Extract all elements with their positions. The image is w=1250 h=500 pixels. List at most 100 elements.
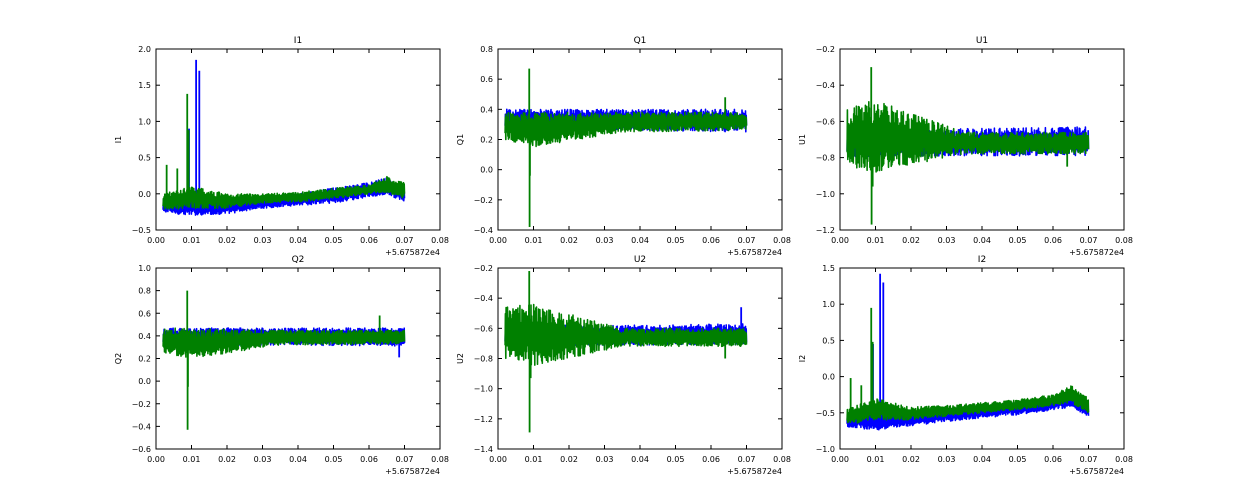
subplot-title: Q2	[292, 255, 305, 265]
y-tick-label: −0.4	[474, 226, 493, 235]
series-green-line	[504, 111, 748, 148]
x-tick-label: 0.07	[396, 236, 414, 245]
y-tick-label: 1.0	[822, 300, 835, 309]
y-tick-label: 0.2	[480, 136, 493, 145]
y-tick-label: −0.2	[132, 400, 151, 409]
x-tick-label: 0.00	[831, 236, 849, 245]
x-tick-label: 0.04	[289, 236, 307, 245]
x-tick-label: 0.02	[218, 455, 236, 464]
axes-frame	[155, 267, 441, 450]
subplot-title: I1	[294, 36, 302, 46]
subplot-i2: 0.00 0.01 0.02 0.03 0.04 0.05 0.06 0.07 0.08 −1.0…	[798, 255, 1133, 476]
x-tick-label: 0.08	[1115, 236, 1133, 245]
y-tick-label: −0.4	[816, 81, 835, 90]
y-tick-label: −0.8	[816, 154, 835, 163]
y-tick-label: −0.6	[816, 117, 835, 126]
x-tick-label: 0.03	[938, 236, 956, 245]
y-tick-label: −0.5	[132, 226, 151, 235]
x-tick-label: 0.03	[596, 455, 614, 464]
x-tick-label: 0.04	[631, 236, 649, 245]
x-offset-text: +5.675872e4	[385, 248, 440, 257]
x-tick-label: 0.02	[902, 455, 920, 464]
y-tick-label: 1.5	[138, 81, 151, 90]
y-tick-label: 2.0	[138, 45, 151, 54]
y-tick-label: 0.6	[480, 75, 493, 84]
y-tick-label: 0.0	[138, 377, 151, 386]
y-axis-label: I1	[114, 136, 123, 143]
x-tick-label: 0.07	[1080, 236, 1098, 245]
x-tick-label: 0.01	[183, 236, 201, 245]
x-tick-label: 0.02	[560, 455, 578, 464]
x-tick-label: 0.04	[973, 236, 991, 245]
x-tick-label: 0.05	[1009, 236, 1027, 245]
x-tick-label: 0.02	[218, 236, 236, 245]
y-tick-label: 0.5	[138, 154, 151, 163]
plot-area	[162, 290, 406, 430]
y-tick-label: −0.2	[474, 264, 493, 273]
y-tick-label: −0.2	[474, 196, 493, 205]
series-green-line	[504, 303, 748, 366]
x-tick-label: 0.06	[702, 236, 720, 245]
x-tick-label: 0.01	[867, 455, 885, 464]
x-tick-label: 0.05	[667, 236, 685, 245]
x-tick-label: 0.00	[147, 455, 165, 464]
x-tick-label: 0.07	[738, 236, 756, 245]
x-tick-label: 0.06	[1044, 455, 1062, 464]
x-tick-label: 0.01	[183, 455, 201, 464]
series-green-line	[846, 101, 1090, 173]
y-tick-label: −0.5	[816, 409, 835, 418]
y-tick-label: −1.0	[474, 385, 493, 394]
x-tick-label: 0.08	[431, 236, 449, 245]
x-tick-label: 0.08	[773, 236, 791, 245]
y-tick-label: 0.5	[822, 336, 835, 345]
x-tick-label: 0.05	[667, 455, 685, 464]
y-tick-label: −0.6	[132, 445, 151, 454]
x-tick-label: 0.08	[773, 455, 791, 464]
x-tick-label: 0.02	[560, 236, 578, 245]
x-tick-label: 0.00	[831, 455, 849, 464]
x-tick-label: 0.01	[525, 455, 543, 464]
y-tick-label: −0.4	[132, 422, 151, 431]
x-tick-label: 0.06	[360, 236, 378, 245]
y-tick-label: −0.6	[474, 324, 493, 333]
plot-area	[504, 68, 748, 227]
subplot-u2: 0.00 0.01 0.02 0.03 0.04 0.05 0.06 0.07 0.08 −1.4…	[456, 255, 791, 476]
subplot-title: I2	[978, 255, 986, 265]
x-tick-label: 0.08	[1115, 455, 1133, 464]
x-tick-label: 0.04	[973, 455, 991, 464]
y-axis-label: U1	[798, 134, 807, 145]
y-axis-label: U2	[456, 353, 465, 364]
x-offset-text: +5.675872e4	[1069, 248, 1124, 257]
y-tick-label: 0.4	[138, 332, 151, 341]
y-tick-label: 0.6	[138, 309, 151, 318]
y-tick-label: −0.4	[474, 294, 493, 303]
x-tick-label: 0.07	[738, 455, 756, 464]
x-tick-label: 0.04	[289, 455, 307, 464]
x-tick-label: 0.06	[1044, 236, 1062, 245]
y-tick-label: −1.4	[474, 445, 493, 454]
x-tick-label: 0.05	[325, 455, 343, 464]
y-tick-label: −1.2	[816, 226, 835, 235]
series-green-line	[162, 175, 406, 210]
y-tick-label: 0.0	[822, 373, 835, 382]
x-tick-label: 0.05	[1009, 455, 1027, 464]
x-tick-label: 0.07	[1080, 455, 1098, 464]
subplot-title: U1	[976, 36, 988, 46]
plot-area	[504, 271, 748, 433]
subplot-q1: 0.00 0.01 0.02 0.03 0.04 0.05 0.06 0.07 0.08 −0.4…	[456, 36, 791, 257]
y-axis-label: Q2	[114, 353, 123, 364]
y-tick-label: −1.2	[474, 415, 493, 424]
x-tick-label: 0.00	[147, 236, 165, 245]
subplot-i1: 0.00 0.01 0.02 0.03 0.04 0.05 0.06 0.07 0.08 −0.5…	[114, 36, 449, 257]
x-tick-label: 0.01	[525, 236, 543, 245]
x-tick-label: 0.06	[702, 455, 720, 464]
y-tick-label: 0.0	[138, 190, 151, 199]
x-tick-label: 0.04	[631, 455, 649, 464]
x-tick-label: 0.00	[489, 455, 507, 464]
y-tick-label: 1.0	[138, 264, 151, 273]
y-tick-label: 0.0	[480, 166, 493, 175]
y-tick-label: 0.8	[138, 287, 151, 296]
x-tick-label: 0.03	[254, 236, 272, 245]
subplot-title: U2	[634, 255, 646, 265]
y-axis-label: Q1	[456, 134, 465, 145]
